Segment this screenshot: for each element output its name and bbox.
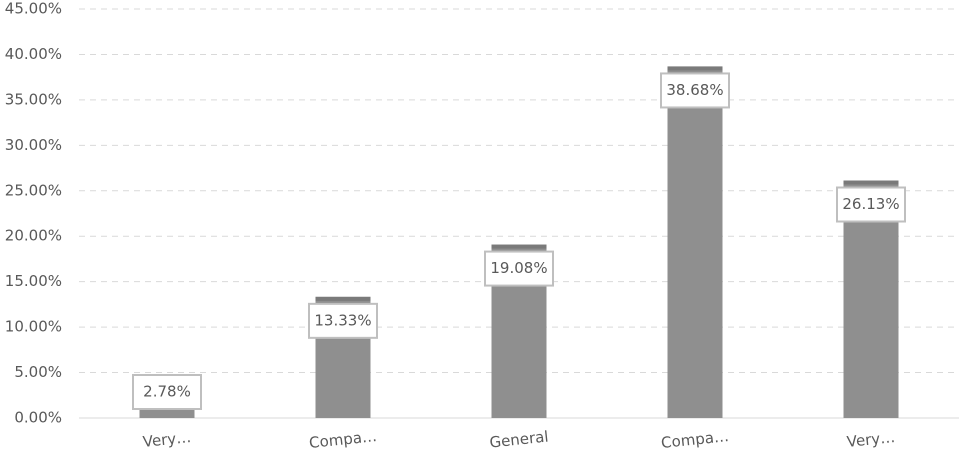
value-label: 2.78% [143, 383, 191, 401]
x-tick-label: Compa… [660, 427, 729, 452]
value-label-box [484, 250, 554, 287]
x-tick-label: General [489, 427, 550, 451]
y-tick-label: 20.00% [5, 227, 62, 245]
y-tick-label: 25.00% [5, 181, 62, 199]
y-tick-label: 0.00% [14, 409, 62, 427]
bar-top [491, 244, 547, 249]
value-label: 13.33% [314, 311, 371, 329]
y-tick-label: 40.00% [5, 45, 62, 63]
y-tick-label: 35.00% [5, 90, 62, 108]
x-tick-label: Very… [142, 428, 192, 451]
y-tick-label: 10.00% [5, 318, 62, 336]
bar-top [667, 66, 723, 71]
value-label-box [836, 186, 906, 223]
y-tick-label: 30.00% [5, 136, 62, 154]
value-label: 26.13% [842, 195, 899, 213]
y-tick-label: 5.00% [14, 363, 62, 381]
bar [667, 66, 723, 419]
bar-top [315, 296, 371, 301]
value-label: 19.08% [490, 259, 547, 277]
value-label: 38.68% [666, 81, 723, 99]
x-tick-label: Very… [846, 428, 896, 451]
bar-top [843, 180, 899, 185]
value-label-box [660, 72, 730, 109]
value-label-box [132, 374, 202, 410]
y-tick-label: 15.00% [5, 272, 62, 290]
y-tick-label: 45.00% [5, 0, 62, 18]
x-tick-label: Compa… [308, 427, 377, 452]
value-label-box [308, 302, 378, 339]
